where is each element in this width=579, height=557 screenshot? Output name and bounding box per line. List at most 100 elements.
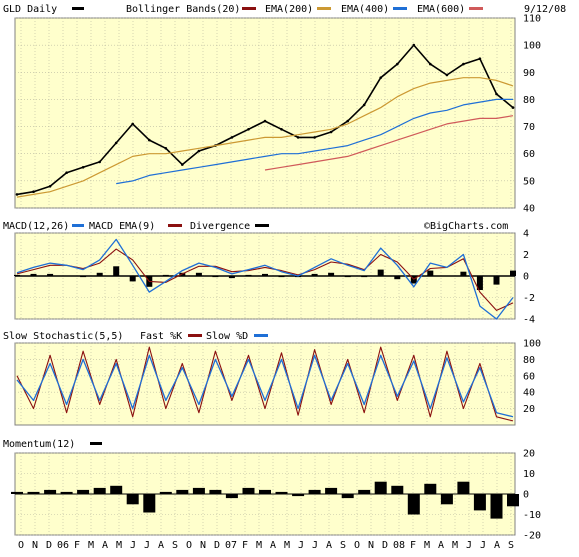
y-tick-label: -4 [523, 315, 535, 326]
stoch-title: Slow Stochastic(5,5) [3, 331, 123, 342]
momentum-bar-28 [473, 494, 486, 511]
price-point-16 [280, 128, 283, 131]
divergence-bar-28 [476, 276, 483, 290]
x-tick-label: J [312, 540, 318, 551]
x-tick-label: N [368, 540, 374, 551]
legend-ema600-label: EMA(600) [417, 4, 465, 15]
x-tick-label: O [186, 540, 192, 551]
legend-bollinger-swatch [242, 7, 256, 10]
x-tick-label: A [270, 540, 276, 551]
y-tick-label: 20 [523, 449, 535, 460]
divergence-bar-4 [80, 276, 87, 278]
y-tick-label: -10 [523, 510, 541, 521]
label-layer: O N D 06 F M A M J J A S O N D 07 F M A M J J A S O N D 08 F M A M J J A S4… [18, 14, 541, 552]
momentum-bar-27 [457, 481, 470, 494]
price-point-5 [98, 160, 101, 164]
x-tick-label: J [466, 540, 472, 551]
y-tick-label: 40 [523, 204, 535, 215]
legend-slow-d-swatch [254, 334, 268, 337]
y-tick-label: 20 [523, 404, 535, 415]
x-tick-label: F [242, 540, 248, 551]
y-tick-label: 80 [523, 95, 535, 106]
x-tick-label: J [298, 540, 304, 551]
divergence-bar-3 [63, 276, 70, 277]
x-tick-label: 08 [393, 540, 405, 551]
price-point-3 [65, 171, 68, 174]
legend-fast-k-label: Fast %K [140, 331, 182, 342]
price-point-19 [329, 130, 333, 134]
price-point-10 [181, 163, 184, 166]
price-point-26 [445, 73, 449, 77]
x-tick-label: A [494, 540, 500, 551]
x-tick-label: M [88, 540, 94, 551]
legend-slow-d-label: Slow %D [206, 331, 248, 342]
divergence-bar-19 [328, 272, 335, 276]
x-tick-label: M [256, 540, 262, 551]
chart-date: 9/12/08 [524, 4, 566, 15]
price-point-28 [478, 57, 482, 60]
macd-title-swatch [72, 224, 84, 227]
price-point-1 [32, 190, 35, 193]
momentum-bar-22 [374, 481, 387, 494]
momentum-bar-12 [209, 489, 222, 494]
x-tick-label: A [158, 540, 164, 551]
momentum-bar-3 [60, 491, 73, 494]
momentum-bar-4 [77, 489, 90, 494]
price-point-27 [462, 62, 465, 66]
x-tick-label: A [326, 540, 332, 551]
y-tick-label: -20 [523, 531, 541, 542]
x-tick-label: A [438, 540, 444, 551]
x-tick-label: F [74, 540, 80, 551]
divergence-bar-27 [460, 271, 467, 276]
momentum-bar-5 [93, 487, 106, 494]
x-tick-label: 06 [57, 540, 69, 551]
macd-ema-line [16, 248, 514, 311]
price-point-2 [48, 185, 52, 188]
y-tick-label: 110 [523, 14, 541, 25]
y-tick-label: 100 [523, 41, 541, 52]
price-title: GLD Daily [3, 4, 57, 15]
price-point-11 [197, 149, 201, 153]
momentum-bar-8 [143, 494, 156, 513]
divergence-bar-30 [510, 270, 516, 276]
legend-ema200-label: EMA(200) [265, 4, 313, 15]
divergence-bar-15 [262, 273, 268, 276]
legend-fast-k-swatch [188, 334, 202, 337]
momentum-title-swatch [90, 442, 102, 445]
legend-macd-ema-swatch [168, 224, 182, 227]
momentum-bar-18 [308, 489, 321, 494]
x-tick-label: O [354, 540, 360, 551]
legend-divergence-label: Divergence [190, 221, 250, 232]
divergence-bar-16 [278, 276, 285, 278]
price-point-6 [114, 141, 118, 145]
divergence-bar-18 [311, 273, 318, 276]
x-tick-label: M [424, 540, 430, 551]
divergence-bar-2 [47, 273, 54, 276]
momentum-bar-0 [11, 491, 23, 494]
x-tick-label: J [130, 540, 136, 551]
x-tick-label: D [214, 540, 220, 551]
x-tick-label: D [382, 540, 388, 551]
momentum-bar-26 [440, 494, 453, 505]
x-tick-label: 07 [225, 540, 237, 551]
price-point-22 [379, 76, 383, 79]
momentum-bar-30 [507, 494, 519, 507]
legend-divergence-swatch [255, 224, 269, 227]
y-tick-label: 90 [523, 68, 535, 79]
divergence-bar-14 [245, 274, 252, 276]
legend-ema400-label: EMA(400) [341, 4, 389, 15]
stoch-fast-k-line [16, 346, 514, 422]
price-point-14 [247, 128, 250, 131]
legend-bollinger-label: Bollinger Bands(20) [126, 4, 240, 15]
divergence-bar-13 [228, 276, 235, 279]
momentum-bar-25 [424, 483, 437, 495]
y-tick-label: 70 [523, 122, 535, 133]
divergence-bar-25 [427, 270, 434, 276]
x-tick-label: M [284, 540, 290, 551]
divergence-bar-21 [361, 276, 368, 278]
y-tick-label: 0 [523, 490, 529, 501]
price-point-24 [412, 43, 416, 47]
y-tick-label: 100 [523, 339, 541, 350]
price-point-0 [15, 193, 19, 196]
